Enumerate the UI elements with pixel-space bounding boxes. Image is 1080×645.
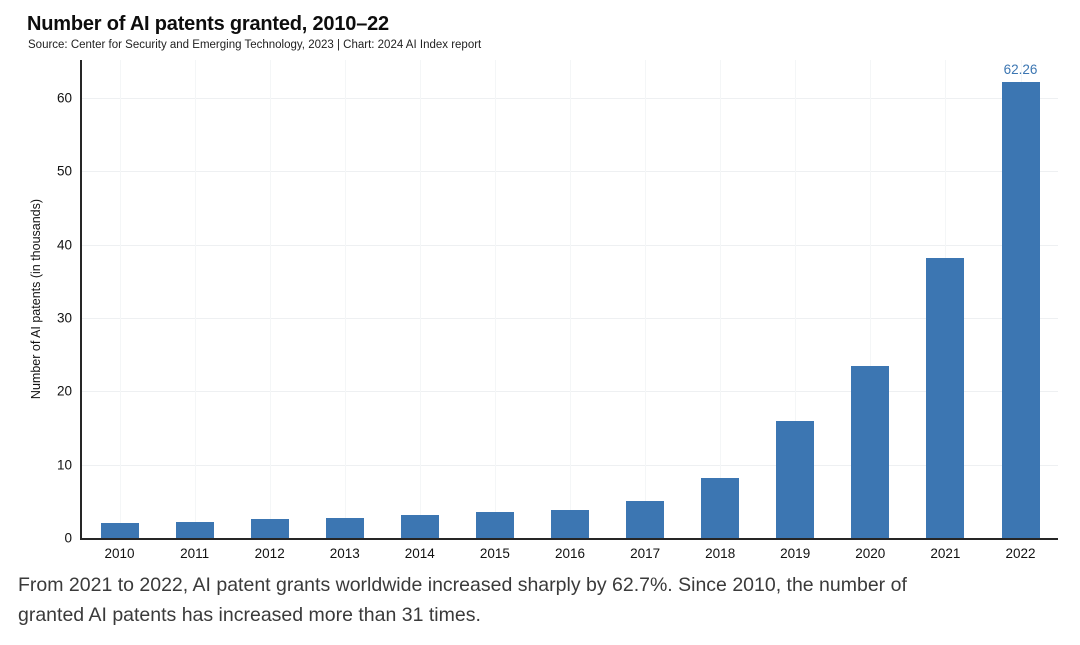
- bar-2020: [851, 366, 890, 538]
- y-tick-label: 40: [56, 237, 72, 253]
- bar-2010: [100, 523, 139, 538]
- x-tick-label: 2019: [780, 546, 811, 561]
- x-tick-label: 2022: [1005, 546, 1036, 561]
- caption-line-1: From 2021 to 2022, AI patent grants worl…: [18, 574, 907, 596]
- gridline-vertical: [269, 60, 271, 538]
- x-tick-label: 2015: [479, 546, 510, 561]
- gridline-vertical: [194, 60, 196, 538]
- chart-title: Number of AI patents granted, 2010–22: [27, 13, 389, 35]
- gridline-vertical: [119, 60, 121, 538]
- bar-2019: [776, 421, 815, 538]
- bar-2016: [551, 510, 589, 538]
- bar-2011: [175, 521, 214, 538]
- x-tick-label: 2021: [930, 546, 961, 561]
- gridline-vertical: [344, 60, 346, 538]
- x-tick-label: 2017: [630, 546, 661, 561]
- x-axis-line: [80, 538, 1058, 540]
- bar-2017: [626, 500, 665, 538]
- x-tick-label: 2010: [104, 546, 135, 561]
- bar-2021: [926, 257, 965, 538]
- x-tick-label: 2018: [705, 546, 736, 561]
- x-tick-label: 2013: [329, 546, 360, 561]
- y-tick-label: 0: [64, 530, 72, 546]
- y-tick-label: 10: [56, 457, 72, 473]
- gridline-vertical: [494, 60, 496, 538]
- y-axis-title: Number of AI patents (in thousands): [29, 198, 43, 400]
- bar-2014: [400, 515, 439, 538]
- y-tick-label: 60: [56, 90, 72, 106]
- bar-2012: [250, 518, 289, 538]
- y-tick-label: 20: [56, 383, 72, 399]
- x-tick-label: 2012: [254, 546, 285, 561]
- gridline-vertical: [645, 60, 647, 538]
- x-tick-label: 2016: [554, 546, 586, 561]
- gridline-vertical: [720, 60, 722, 538]
- caption-line-2: granted AI patents has increased more th…: [18, 604, 481, 626]
- y-tick-label: 30: [56, 310, 72, 326]
- gridline-vertical: [795, 60, 797, 538]
- gridline-vertical: [870, 60, 872, 538]
- y-axis-line: [80, 60, 82, 538]
- plot-area: Number of AI patents (in thousands) 0 10 2…: [29, 60, 1058, 561]
- bar-2018: [701, 477, 740, 538]
- gridline-vertical: [570, 60, 571, 538]
- bar-2015: [475, 512, 514, 538]
- bar-2022: [1001, 81, 1040, 538]
- y-tick-label: 50: [56, 163, 72, 179]
- chart-caption: From 2021 to 2022, AI patent grants worl…: [18, 570, 907, 630]
- gridline-vertical: [419, 60, 421, 538]
- x-tick-label: 2011: [180, 546, 210, 561]
- bar-value-label: 62.26: [1003, 61, 1038, 77]
- chart-source-note: Source: Center for Security and Emerging…: [28, 39, 482, 51]
- x-tick-label: 2020: [855, 546, 886, 561]
- x-tick-label: 2014: [404, 546, 435, 561]
- bar-2013: [325, 518, 364, 538]
